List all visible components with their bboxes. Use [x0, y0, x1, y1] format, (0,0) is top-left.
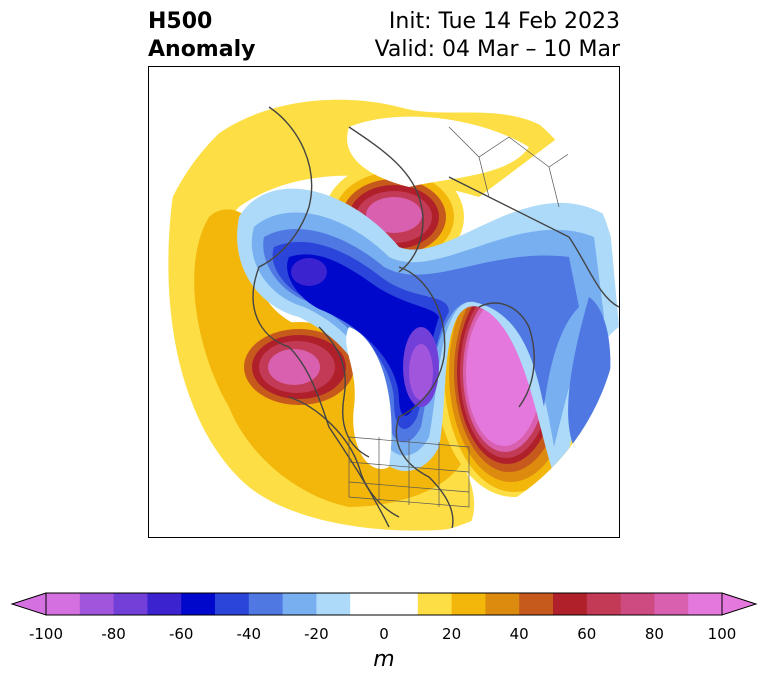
colorbar-bin [519, 593, 554, 615]
colorbar-tick-label: -20 [304, 625, 329, 643]
colorbar-bin [181, 593, 216, 615]
colorbar-bin [282, 593, 317, 615]
title-right: Init: Tue 14 Feb 2023 Valid: 04 Mar – 10… [375, 8, 620, 64]
coastlines [252, 106, 619, 537]
colorbar-tick-label: -40 [236, 625, 262, 643]
colorbar-bin [215, 593, 250, 615]
colorbar-scale [10, 592, 758, 616]
colorbar-tick-label: -100 [28, 625, 64, 643]
colorbar: -100 -80 -60 -40 -20 0 20 40 60 80 100 m [0, 585, 768, 675]
valid-range: Valid: 04 Mar – 10 Mar [374, 37, 620, 62]
colorbar-bin [79, 593, 115, 615]
colorbar-tick-label: -60 [168, 625, 194, 643]
colorbar-bin [316, 593, 351, 615]
colorbar-tick-label: 60 [577, 625, 597, 643]
colorbar-bin [485, 593, 520, 615]
colorbar-bin [113, 593, 148, 615]
colorbar-bin [46, 593, 81, 615]
anomaly-map [168, 99, 619, 537]
colorbar-extend-high [721, 592, 758, 616]
init-date: Init: Tue 14 Feb 2023 [388, 9, 620, 34]
colorbar-bin [688, 593, 723, 615]
greenland-trough-core [291, 258, 327, 286]
colorbar-tick-label: -80 [101, 625, 126, 643]
colorbar-bin [147, 593, 182, 615]
title-variable: H500 [148, 9, 213, 34]
colorbar-units: m [373, 647, 395, 672]
colorbar-extend-low [10, 592, 47, 616]
colorbar-bin [654, 593, 689, 615]
near-zero-patch [346, 327, 392, 469]
map-panel [148, 66, 620, 538]
colorbar-tick-label: 40 [509, 625, 529, 643]
colorbar-tick-label: 100 [707, 625, 737, 643]
title-left: H500 Anomaly [148, 8, 255, 64]
colorbar-bin [553, 593, 588, 615]
pacific-ridge-core [268, 349, 320, 385]
siberia-ridge-core [366, 197, 422, 233]
colorbar-tick-label: 80 [644, 625, 664, 643]
colorbar-bin [586, 593, 622, 615]
colorbar-bin [350, 593, 419, 615]
colorbar-bin [248, 593, 284, 615]
colorbar-bin [620, 593, 655, 615]
colorbar-bin [451, 593, 486, 615]
colorbar-outline [45, 592, 723, 616]
colorbar-tick-label: 20 [442, 625, 462, 643]
colorbar-tick-label: 0 [379, 625, 389, 643]
colorbar-bin [417, 593, 453, 615]
title-field: Anomaly [148, 37, 256, 62]
